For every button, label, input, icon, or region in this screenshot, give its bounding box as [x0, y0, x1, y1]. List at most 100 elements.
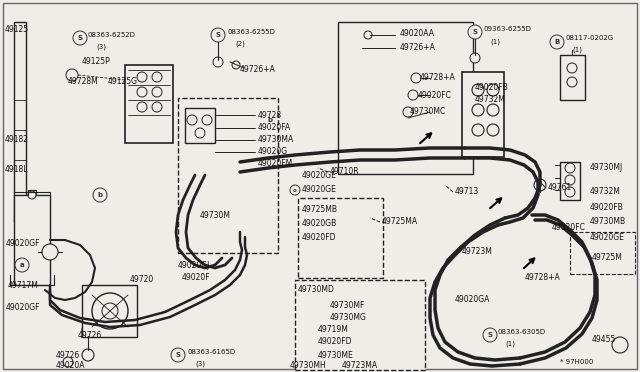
Circle shape	[612, 337, 628, 353]
Text: 49725MA: 49725MA	[382, 218, 418, 227]
Bar	[125, 65, 173, 143]
Text: 49020FC: 49020FC	[418, 90, 452, 99]
Text: 49732M: 49732M	[475, 96, 506, 105]
Text: 08363-6305D: 08363-6305D	[498, 329, 546, 335]
Circle shape	[232, 61, 240, 69]
Text: 49125P: 49125P	[82, 58, 111, 67]
Circle shape	[211, 28, 225, 42]
Circle shape	[487, 124, 499, 136]
Text: 49730MJ: 49730MJ	[590, 164, 623, 173]
Circle shape	[290, 185, 300, 195]
Text: * 97H000: * 97H000	[560, 359, 593, 365]
Circle shape	[137, 102, 147, 112]
Bar	[14, 195, 50, 285]
Text: 49125: 49125	[5, 26, 29, 35]
Text: 49726: 49726	[78, 330, 102, 340]
Circle shape	[213, 57, 223, 67]
Bar	[560, 162, 580, 200]
Text: 49020GJ: 49020GJ	[178, 260, 211, 269]
Text: 49725M: 49725M	[592, 253, 623, 263]
Circle shape	[15, 258, 29, 272]
Text: S: S	[488, 332, 493, 338]
Text: 49730MB: 49730MB	[590, 218, 626, 227]
Text: 49710R: 49710R	[330, 167, 360, 176]
Circle shape	[42, 244, 58, 260]
Text: 49723M: 49723M	[462, 247, 493, 257]
Text: 08363-6165D: 08363-6165D	[187, 349, 235, 355]
Circle shape	[102, 303, 118, 319]
Text: 49020GE: 49020GE	[302, 186, 337, 195]
Text: 49730MH: 49730MH	[290, 360, 327, 369]
Circle shape	[187, 115, 197, 125]
Circle shape	[487, 104, 499, 116]
Bar	[338, 22, 473, 174]
Text: 49020A: 49020A	[56, 360, 86, 369]
Text: 49182: 49182	[5, 135, 29, 144]
Circle shape	[66, 69, 78, 81]
Text: 49020FD: 49020FD	[318, 337, 353, 346]
Text: 49717M: 49717M	[8, 280, 39, 289]
Text: S: S	[472, 29, 477, 35]
Text: 49020FC: 49020FC	[552, 224, 586, 232]
Text: B: B	[554, 39, 559, 45]
Text: 49728: 49728	[258, 110, 282, 119]
Circle shape	[472, 124, 484, 136]
Circle shape	[565, 175, 575, 185]
Text: 49726+A: 49726+A	[400, 44, 436, 52]
Circle shape	[534, 179, 546, 191]
Text: 49730M: 49730M	[200, 211, 231, 219]
Text: 49020AA: 49020AA	[400, 29, 435, 38]
Text: 49730MG: 49730MG	[330, 314, 367, 323]
Text: o: o	[293, 187, 297, 192]
Bar	[298, 198, 383, 278]
Text: 09363-6255D: 09363-6255D	[483, 26, 531, 32]
Circle shape	[470, 53, 480, 63]
Bar	[185, 108, 215, 143]
Text: 49020FA: 49020FA	[258, 124, 291, 132]
Circle shape	[403, 107, 413, 117]
Text: 49455: 49455	[592, 336, 616, 344]
Text: S: S	[77, 35, 83, 41]
Circle shape	[565, 187, 575, 197]
Circle shape	[152, 102, 162, 112]
Circle shape	[195, 128, 205, 138]
Circle shape	[152, 87, 162, 97]
Text: 49020FB: 49020FB	[590, 202, 624, 212]
Text: (2): (2)	[235, 41, 245, 47]
Text: 49020GB: 49020GB	[302, 219, 337, 228]
Circle shape	[567, 77, 577, 87]
Text: 49730ME: 49730ME	[318, 350, 354, 359]
Text: 49020GF: 49020GF	[6, 304, 40, 312]
Bar	[570, 232, 635, 274]
Text: 49730MA: 49730MA	[258, 135, 294, 144]
Text: 49730MD: 49730MD	[298, 285, 335, 295]
Circle shape	[152, 72, 162, 82]
Circle shape	[137, 72, 147, 82]
Text: (3): (3)	[96, 44, 106, 50]
Circle shape	[92, 293, 128, 329]
Circle shape	[263, 113, 277, 127]
Circle shape	[93, 188, 107, 202]
Circle shape	[411, 73, 421, 83]
Bar	[560, 55, 585, 100]
Text: 49732M: 49732M	[590, 187, 621, 196]
Circle shape	[408, 90, 418, 100]
Text: 08117-0202G: 08117-0202G	[565, 35, 613, 41]
Circle shape	[472, 84, 484, 96]
Text: S: S	[216, 32, 221, 38]
Bar	[178, 98, 278, 253]
Text: 08363-6255D: 08363-6255D	[227, 29, 275, 35]
Circle shape	[565, 163, 575, 173]
Bar	[14, 22, 26, 222]
Circle shape	[483, 328, 497, 342]
Text: (1): (1)	[490, 39, 500, 45]
Text: (1): (1)	[572, 47, 582, 53]
Text: 49728M: 49728M	[68, 77, 99, 87]
Circle shape	[28, 191, 36, 199]
Text: 49020F: 49020F	[182, 273, 211, 282]
Text: 49020GE: 49020GE	[302, 170, 337, 180]
Text: 49726+A: 49726+A	[240, 65, 276, 74]
Circle shape	[73, 31, 87, 45]
Text: 49728+A: 49728+A	[525, 273, 561, 282]
Text: a: a	[20, 262, 24, 268]
